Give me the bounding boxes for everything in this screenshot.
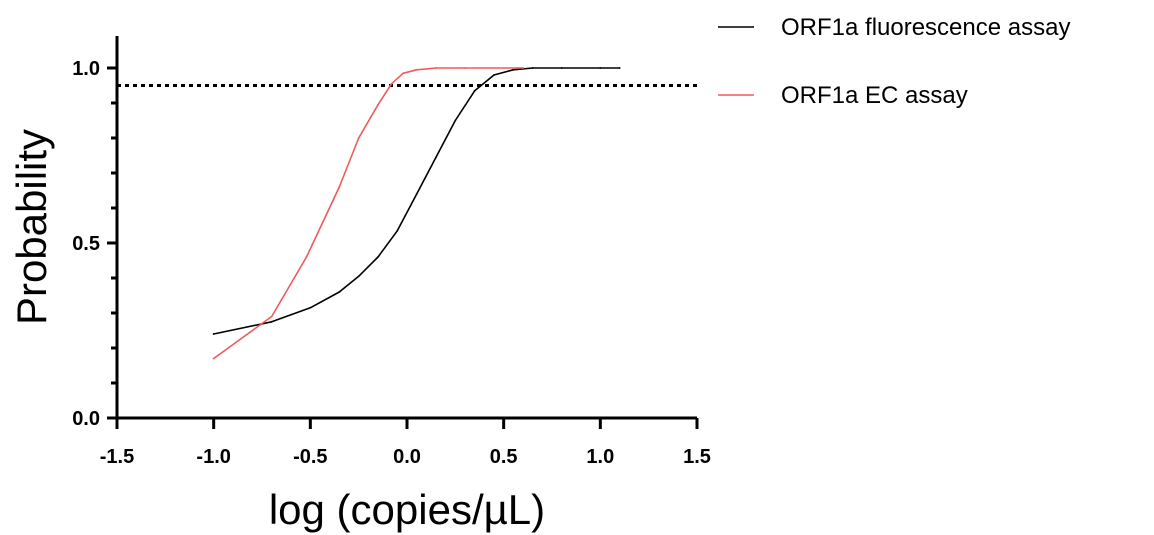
data-point bbox=[464, 67, 466, 69]
data-point bbox=[522, 67, 524, 69]
y-axis-title: Probability bbox=[8, 129, 55, 325]
data-point bbox=[357, 275, 360, 278]
axes-group bbox=[107, 36, 699, 429]
series-line-2 bbox=[212, 67, 524, 360]
data-point bbox=[415, 68, 418, 71]
x-tick-label: -1.5 bbox=[100, 446, 134, 468]
series-line-1 bbox=[212, 67, 621, 335]
data-point bbox=[305, 256, 308, 258]
legend-label-2: ORF1a EC assay bbox=[781, 82, 968, 109]
data-point bbox=[599, 67, 602, 69]
data-point bbox=[309, 306, 312, 309]
data-point bbox=[531, 67, 534, 69]
data-point bbox=[338, 186, 341, 188]
y-tick-label: 0.5 bbox=[72, 233, 100, 255]
x-axis-title: log (copies/µL) bbox=[269, 486, 545, 533]
x-tick-label: 0.0 bbox=[393, 446, 421, 468]
data-point bbox=[435, 67, 437, 69]
data-point bbox=[560, 67, 563, 69]
data-point bbox=[493, 74, 495, 76]
x-tick-label: 1.0 bbox=[586, 446, 614, 468]
y-tick-label: 0.0 bbox=[72, 408, 100, 430]
data-point bbox=[270, 315, 273, 318]
data-point bbox=[473, 89, 476, 92]
data-point bbox=[454, 119, 457, 122]
data-point bbox=[212, 333, 215, 335]
x-tick-label: 1.5 bbox=[683, 446, 711, 468]
legend-label-1: ORF1a fluorescence assay bbox=[781, 14, 1070, 41]
data-point bbox=[377, 256, 379, 258]
series-group bbox=[212, 67, 621, 360]
data-point bbox=[212, 357, 215, 360]
data-point bbox=[270, 320, 273, 323]
data-point bbox=[512, 68, 515, 71]
data-point bbox=[402, 72, 405, 75]
data-point bbox=[377, 103, 379, 106]
legend: ORF1a fluorescence assay ORF1a EC assay bbox=[718, 14, 1070, 109]
data-point bbox=[435, 156, 437, 159]
y-tick-label: 1.0 bbox=[72, 58, 100, 80]
x-tick-label: 0.5 bbox=[490, 446, 518, 468]
data-point bbox=[415, 193, 418, 195]
data-point bbox=[390, 82, 393, 85]
x-tick-label: -0.5 bbox=[293, 446, 327, 468]
x-tick-label: -1.0 bbox=[196, 446, 230, 468]
tick-labels-group: 0.0 0.5 1.0 -1.5 -1.0 -0.5 0.0 0.5 1.0 1.5 bbox=[72, 58, 711, 468]
data-point bbox=[357, 137, 360, 139]
data-point bbox=[338, 291, 341, 293]
data-point bbox=[618, 67, 621, 69]
data-point bbox=[396, 229, 399, 232]
